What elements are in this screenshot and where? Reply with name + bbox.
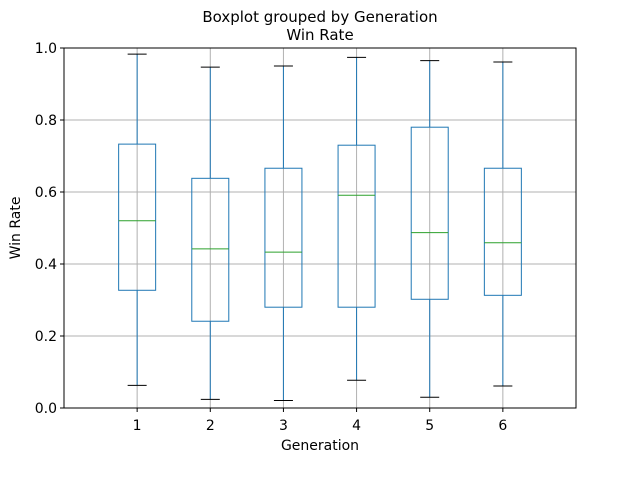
chart-subtitle: Win Rate — [286, 26, 353, 44]
x-tick-label: 5 — [425, 418, 434, 434]
box-iqr — [483, 167, 522, 296]
box-iqr — [191, 177, 230, 322]
x-tick-label: 6 — [498, 418, 507, 434]
axis-ticks: 0.0 0.2 0.4 0.6 0.8 1.0 1 2 3 4 5 6 — [35, 41, 508, 434]
x-tick-label: 4 — [352, 418, 361, 434]
box-iqr — [264, 167, 303, 308]
x-axis-label: Generation — [281, 438, 359, 454]
y-tick-label: 0.4 — [35, 257, 57, 273]
y-axis-label: Win Rate — [8, 197, 24, 260]
box-iqr — [410, 126, 449, 300]
y-tick-label: 0.2 — [35, 329, 57, 345]
y-tick-label: 1.0 — [35, 41, 57, 57]
box-iqr — [118, 143, 157, 291]
grid-lines — [64, 47, 576, 409]
x-tick-label: 1 — [133, 418, 142, 434]
y-tick-label: 0.6 — [35, 185, 57, 201]
x-tick-label: 2 — [206, 418, 215, 434]
box-iqr — [337, 144, 376, 308]
chart-title: Boxplot grouped by Generation — [202, 8, 437, 26]
y-tick-label: 0.8 — [35, 113, 57, 129]
y-tick-label: 0.0 — [35, 401, 57, 417]
plot-frame — [63, 47, 577, 409]
box-series — [118, 53, 522, 401]
x-tick-label: 3 — [279, 418, 288, 434]
